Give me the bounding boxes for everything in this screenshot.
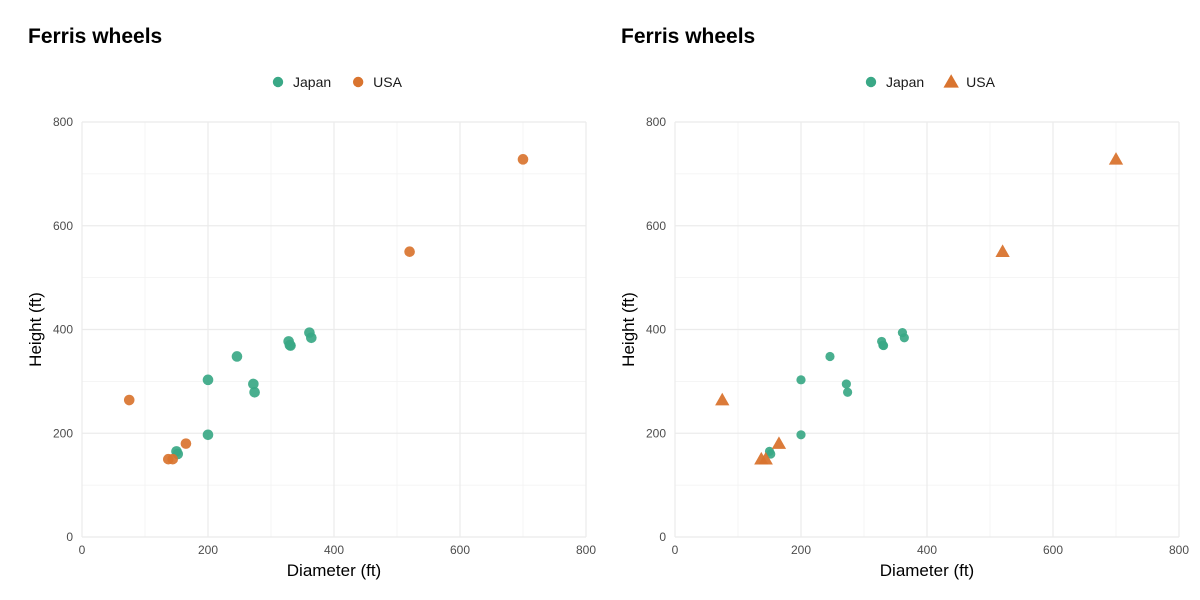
data-point [771, 436, 787, 449]
y-tick-label: 400 [646, 323, 666, 337]
y-axis-label: Height (ft) [619, 292, 638, 367]
chart-panel-left: Ferris wheels 0 200 400 600 800 0 200 400 600 800 D… [26, 25, 596, 580]
x-tick-label: 400 [324, 543, 344, 557]
legend-marker-japan [272, 76, 284, 88]
chart-panel-right: Ferris wheels 0 200 400 600 800 0 200 400 600 800 D… [619, 25, 1189, 580]
data-point [715, 392, 730, 406]
legend-marker-usa [352, 76, 364, 88]
x-tick-label: 800 [1169, 543, 1189, 557]
data-point [766, 449, 776, 459]
y-tick-label: 600 [646, 219, 666, 233]
y-axis-label: Height (ft) [26, 292, 45, 367]
data-point [180, 438, 192, 449]
y-tick-label: 800 [646, 115, 666, 129]
data-point [825, 351, 835, 362]
data-point [306, 332, 317, 344]
data-point [517, 154, 529, 165]
y-tick-label: 200 [53, 426, 73, 440]
y-tick-label: 0 [66, 530, 73, 544]
data-point [123, 394, 135, 406]
data-point [248, 378, 259, 390]
data-point [843, 387, 853, 397]
x-tick-label: 200 [198, 543, 218, 557]
series-usa [123, 154, 529, 465]
x-tick-label: 0 [79, 543, 86, 557]
x-axis-label: Diameter (ft) [880, 561, 974, 580]
data-point [202, 374, 214, 386]
chart-title: Ferris wheels [621, 25, 755, 48]
x-tick-label: 600 [1043, 543, 1063, 557]
data-point [796, 430, 806, 440]
grid [81, 121, 587, 538]
legend-marker-japan [865, 76, 877, 88]
y-tick-label: 600 [53, 219, 73, 233]
data-point [841, 379, 851, 389]
legend-label-japan: Japan [293, 74, 331, 90]
data-point [231, 351, 243, 362]
x-tick-label: 400 [917, 543, 937, 557]
data-point [1108, 152, 1124, 165]
data-point [249, 386, 260, 398]
y-tick-label: 0 [659, 530, 666, 544]
series-usa [715, 152, 1124, 465]
y-tick-label: 200 [646, 426, 666, 440]
x-axis-label: Diameter (ft) [287, 561, 381, 580]
data-point [899, 333, 909, 343]
legend-marker-usa [943, 74, 959, 88]
series-japan [171, 327, 317, 460]
chart-title: Ferris wheels [28, 25, 162, 48]
legend-label-japan: Japan [886, 74, 924, 90]
data-point [796, 375, 806, 385]
data-point [404, 246, 415, 257]
data-point [202, 429, 214, 441]
x-tick-label: 0 [672, 543, 679, 557]
data-point [878, 340, 889, 351]
legend-label-usa: USA [373, 74, 402, 90]
data-point [167, 453, 179, 465]
series-japan [764, 328, 909, 459]
x-tick-label: 200 [791, 543, 811, 557]
x-tick-label: 600 [450, 543, 470, 557]
y-tick-label: 400 [53, 323, 73, 337]
grid [674, 121, 1180, 538]
legend: Japan USA [865, 74, 996, 90]
x-tick-label: 800 [576, 543, 596, 557]
data-point [285, 340, 296, 351]
legend-label-usa: USA [966, 74, 995, 90]
y-tick-label: 800 [53, 115, 73, 129]
data-point [995, 244, 1010, 257]
data-point [758, 451, 773, 465]
legend: Japan USA [272, 74, 403, 90]
